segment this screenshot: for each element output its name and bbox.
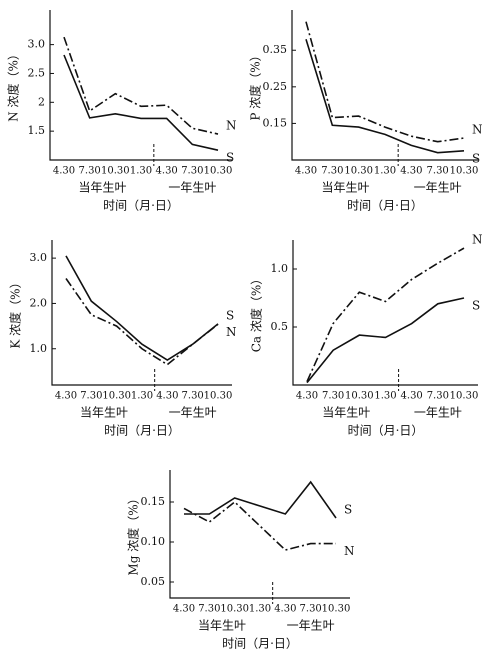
x-tick-label: 10.30 [220, 604, 249, 615]
x-tick-label: 1.30 [374, 391, 396, 402]
x-tick-label: 7.30 [321, 166, 343, 177]
y-tick-label: 0.35 [263, 43, 288, 56]
y-tick-label: 2.5 [28, 66, 46, 79]
group-label: 当年生叶 [78, 181, 126, 195]
x-tick-label: 7.30 [427, 166, 449, 177]
series-line [305, 21, 465, 143]
x-tick-label: 10.30 [204, 391, 233, 402]
group-label: 一年生叶 [287, 619, 335, 633]
x-tick-label: 10.30 [101, 166, 130, 177]
x-axis-title: 时间（月·日） [222, 637, 298, 649]
y-axis-title: N 浓度（%） [6, 48, 21, 122]
x-tick-label: 10.30 [204, 166, 233, 177]
series-line [63, 36, 219, 135]
y-tick-label: 2.0 [30, 296, 48, 309]
series-line [306, 247, 465, 382]
x-tick-label: 7.30 [80, 391, 102, 402]
x-tick-label: 7.30 [79, 166, 101, 177]
series-label: N [472, 123, 483, 137]
series-label: S [226, 308, 234, 322]
y-tick-label: 1.5 [28, 124, 46, 137]
y-tick-label: 0.15 [263, 116, 288, 129]
x-tick-label: 10.30 [102, 391, 131, 402]
y-tick-label: 0.15 [141, 495, 166, 508]
axis-line [169, 470, 350, 599]
group-label: 当年生叶 [322, 406, 370, 420]
x-tick-label: 4.30 [400, 166, 422, 177]
y-tick-label: 1.0 [271, 262, 289, 275]
x-tick-label: 1.30 [131, 391, 153, 402]
x-tick-label: 7.30 [181, 166, 203, 177]
x-tick-label: 7.30 [322, 391, 344, 402]
x-tick-label: 4.30 [156, 166, 178, 177]
group-label: 当年生叶 [80, 406, 128, 420]
x-tick-label: 10.30 [322, 604, 351, 615]
x-tick-label: 10.30 [450, 391, 479, 402]
group-label: 一年生叶 [414, 181, 462, 195]
series-line [65, 255, 219, 362]
y-tick-label: 0.05 [141, 575, 166, 588]
axis-line [49, 10, 232, 161]
x-axis-title: 时间（月·日） [348, 424, 424, 438]
x-tick-label: 4.30 [401, 391, 423, 402]
x-axis-title: 时间（月·日） [103, 199, 179, 213]
x-tick-label: 4.30 [53, 166, 75, 177]
x-axis-title: 时间（月·日） [104, 424, 180, 438]
y-axis-title: K 浓度（%） [8, 276, 23, 348]
y-tick-label: 3.0 [28, 38, 46, 51]
x-tick-label: 7.30 [182, 391, 204, 402]
x-tick-label: 4.30 [55, 391, 77, 402]
series-label: N [472, 233, 483, 247]
x-tick-label: 10.30 [450, 166, 479, 177]
x-tick-label: 1.30 [249, 604, 271, 615]
x-axis-title: 时间（月·日） [347, 199, 423, 213]
series-line [65, 278, 219, 366]
y-axis-title: Ca 浓度（%） [249, 273, 264, 353]
series-line [183, 500, 336, 551]
x-tick-label: 10.30 [344, 166, 373, 177]
series-line [63, 54, 219, 151]
x-tick-label: 1.30 [374, 166, 396, 177]
y-axis-title: P 浓度（%） [248, 49, 263, 120]
x-tick-label: 7.30 [300, 604, 322, 615]
group-label: 当年生叶 [198, 619, 246, 633]
series-label: S [344, 503, 352, 517]
x-tick-label: 4.30 [173, 604, 195, 615]
y-tick-label: 0.25 [263, 80, 288, 93]
y-tick-label: 3.0 [30, 251, 48, 264]
series-label: N [226, 325, 237, 339]
y-axis-title: Mg 浓度（%） [126, 492, 141, 575]
series-label: S [472, 151, 480, 165]
group-label: 一年生叶 [168, 181, 216, 195]
axis-line [291, 10, 478, 161]
y-tick-label: 1.0 [30, 342, 48, 355]
x-tick-label: 4.30 [156, 391, 178, 402]
x-tick-label: 10.30 [345, 391, 374, 402]
series-label: S [226, 151, 234, 165]
x-tick-label: 1.30 [130, 166, 152, 177]
group-label: 当年生叶 [321, 181, 369, 195]
series-line [306, 297, 465, 384]
series-line [184, 480, 337, 519]
y-tick-label: 2 [38, 95, 45, 108]
series-line [305, 39, 465, 154]
y-tick-label: 0.10 [141, 535, 166, 548]
group-label: 一年生叶 [414, 406, 462, 420]
series-label: N [344, 544, 355, 558]
axis-line [292, 240, 478, 386]
x-tick-label: 4.30 [274, 604, 296, 615]
x-tick-label: 4.30 [296, 391, 318, 402]
series-label: S [472, 299, 480, 313]
x-tick-label: 7.30 [427, 391, 449, 402]
axis-line [51, 240, 232, 386]
y-tick-label: 0.5 [271, 320, 289, 333]
series-label: N [226, 119, 237, 133]
x-tick-label: 7.30 [198, 604, 220, 615]
x-tick-label: 4.30 [295, 166, 317, 177]
group-label: 一年生叶 [169, 406, 217, 420]
